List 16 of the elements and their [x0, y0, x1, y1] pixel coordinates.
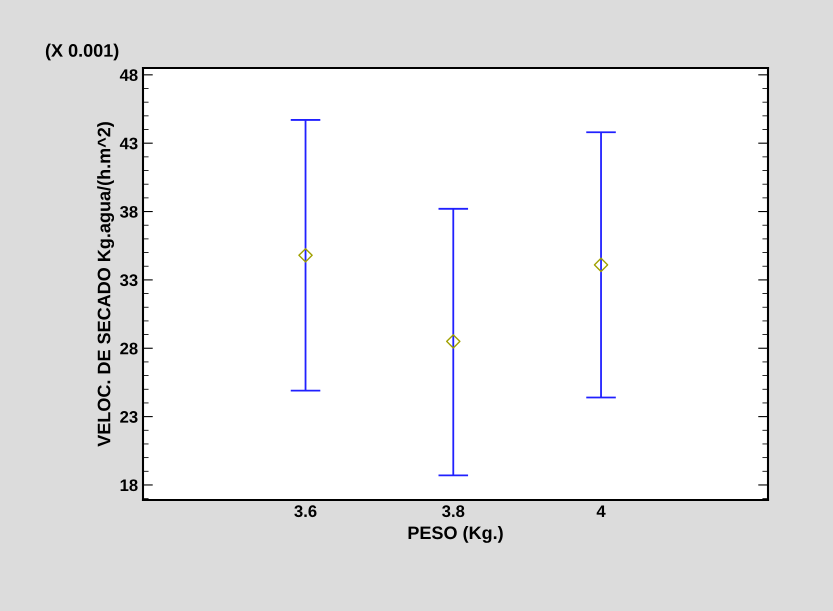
y-tick-label: 18	[120, 479, 138, 492]
x-tick-label: 3.6	[294, 505, 317, 518]
point	[298, 248, 313, 263]
y-tick-label: 38	[120, 206, 138, 218]
x-axis-title: PESO (Kg.)	[408, 526, 503, 543]
y-tick-label: 48	[120, 69, 138, 82]
point	[446, 334, 461, 349]
y-tick-label: 23	[120, 411, 138, 423]
point	[594, 258, 608, 272]
y-tick-label: 28	[120, 342, 138, 354]
y-axis-title: VELOC. DE SECADO Kg.agua/(h.m^2)	[97, 122, 114, 447]
x-tick-label: 4	[596, 505, 606, 517]
y-tick-label: 33	[120, 274, 138, 286]
y-tick-label: 43	[120, 138, 138, 150]
text: (X 0.001)	[46, 44, 118, 60]
x-tick-label: 3.8	[442, 505, 464, 518]
